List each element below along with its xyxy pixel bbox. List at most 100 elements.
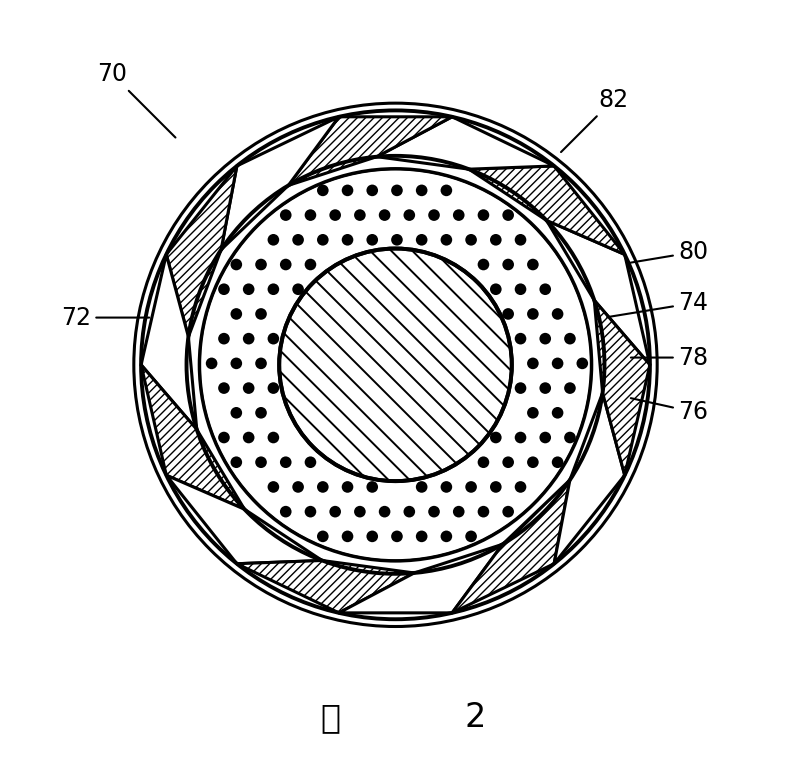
Circle shape: [317, 234, 328, 246]
Text: 70: 70: [97, 62, 176, 138]
Circle shape: [465, 531, 477, 542]
Circle shape: [305, 457, 316, 468]
Polygon shape: [141, 254, 197, 430]
Circle shape: [267, 432, 279, 444]
Circle shape: [515, 283, 526, 295]
Circle shape: [490, 283, 501, 295]
Circle shape: [230, 457, 242, 468]
Circle shape: [539, 432, 551, 444]
Circle shape: [403, 209, 415, 221]
Polygon shape: [547, 221, 650, 365]
Circle shape: [317, 531, 328, 542]
Polygon shape: [166, 475, 322, 564]
Polygon shape: [469, 166, 625, 254]
Circle shape: [391, 531, 403, 542]
Circle shape: [515, 333, 526, 345]
Text: 82: 82: [561, 87, 629, 152]
Circle shape: [490, 234, 501, 246]
Circle shape: [267, 333, 279, 345]
Circle shape: [255, 308, 267, 319]
Circle shape: [354, 209, 365, 221]
Circle shape: [391, 185, 403, 196]
Polygon shape: [288, 116, 452, 185]
Circle shape: [243, 382, 255, 394]
Circle shape: [515, 382, 526, 394]
Circle shape: [577, 358, 589, 369]
Circle shape: [317, 481, 328, 493]
Circle shape: [243, 432, 255, 444]
Text: 74: 74: [607, 291, 709, 317]
Circle shape: [478, 457, 490, 468]
Text: 2: 2: [465, 701, 486, 734]
Circle shape: [255, 358, 267, 369]
Text: 76: 76: [630, 398, 709, 424]
Polygon shape: [221, 116, 339, 250]
Circle shape: [230, 407, 242, 418]
Circle shape: [206, 358, 218, 369]
Circle shape: [564, 382, 576, 394]
Circle shape: [255, 457, 267, 468]
Circle shape: [490, 432, 501, 444]
Circle shape: [317, 185, 328, 196]
Circle shape: [391, 234, 403, 246]
Circle shape: [515, 481, 526, 493]
Circle shape: [441, 234, 452, 246]
Circle shape: [141, 110, 650, 619]
Circle shape: [527, 407, 539, 418]
Circle shape: [293, 481, 304, 493]
Circle shape: [342, 531, 354, 542]
Circle shape: [502, 506, 514, 518]
Circle shape: [305, 506, 316, 518]
Circle shape: [478, 506, 490, 518]
Circle shape: [267, 234, 279, 246]
Circle shape: [218, 432, 229, 444]
Circle shape: [515, 432, 526, 444]
Text: 78: 78: [631, 345, 709, 369]
Circle shape: [366, 185, 378, 196]
Polygon shape: [166, 166, 237, 337]
Circle shape: [490, 481, 501, 493]
Polygon shape: [237, 561, 414, 613]
Circle shape: [564, 432, 576, 444]
Circle shape: [552, 457, 563, 468]
Circle shape: [354, 506, 365, 518]
Circle shape: [527, 308, 539, 319]
Circle shape: [502, 209, 514, 221]
Circle shape: [342, 185, 354, 196]
Circle shape: [453, 506, 464, 518]
Circle shape: [342, 234, 354, 246]
Text: 80: 80: [631, 241, 709, 264]
Circle shape: [230, 358, 242, 369]
Circle shape: [416, 185, 427, 196]
Circle shape: [366, 481, 378, 493]
Text: 72: 72: [61, 306, 149, 329]
Text: 图: 图: [320, 701, 340, 734]
Circle shape: [243, 333, 255, 345]
Circle shape: [218, 382, 229, 394]
Circle shape: [280, 259, 292, 270]
Circle shape: [305, 259, 316, 270]
Circle shape: [329, 506, 341, 518]
Circle shape: [230, 259, 242, 270]
Circle shape: [342, 481, 354, 493]
Circle shape: [280, 209, 292, 221]
Circle shape: [502, 457, 514, 468]
Circle shape: [552, 407, 563, 418]
Circle shape: [441, 531, 452, 542]
Polygon shape: [377, 116, 554, 169]
Circle shape: [441, 185, 452, 196]
Circle shape: [502, 308, 514, 319]
Circle shape: [280, 506, 292, 518]
Circle shape: [366, 234, 378, 246]
Circle shape: [255, 259, 267, 270]
Circle shape: [305, 209, 316, 221]
Circle shape: [478, 209, 490, 221]
Circle shape: [366, 531, 378, 542]
Circle shape: [403, 506, 415, 518]
Circle shape: [267, 382, 279, 394]
Circle shape: [280, 457, 292, 468]
Circle shape: [267, 283, 279, 295]
Circle shape: [478, 259, 490, 270]
Circle shape: [416, 481, 427, 493]
Circle shape: [293, 234, 304, 246]
